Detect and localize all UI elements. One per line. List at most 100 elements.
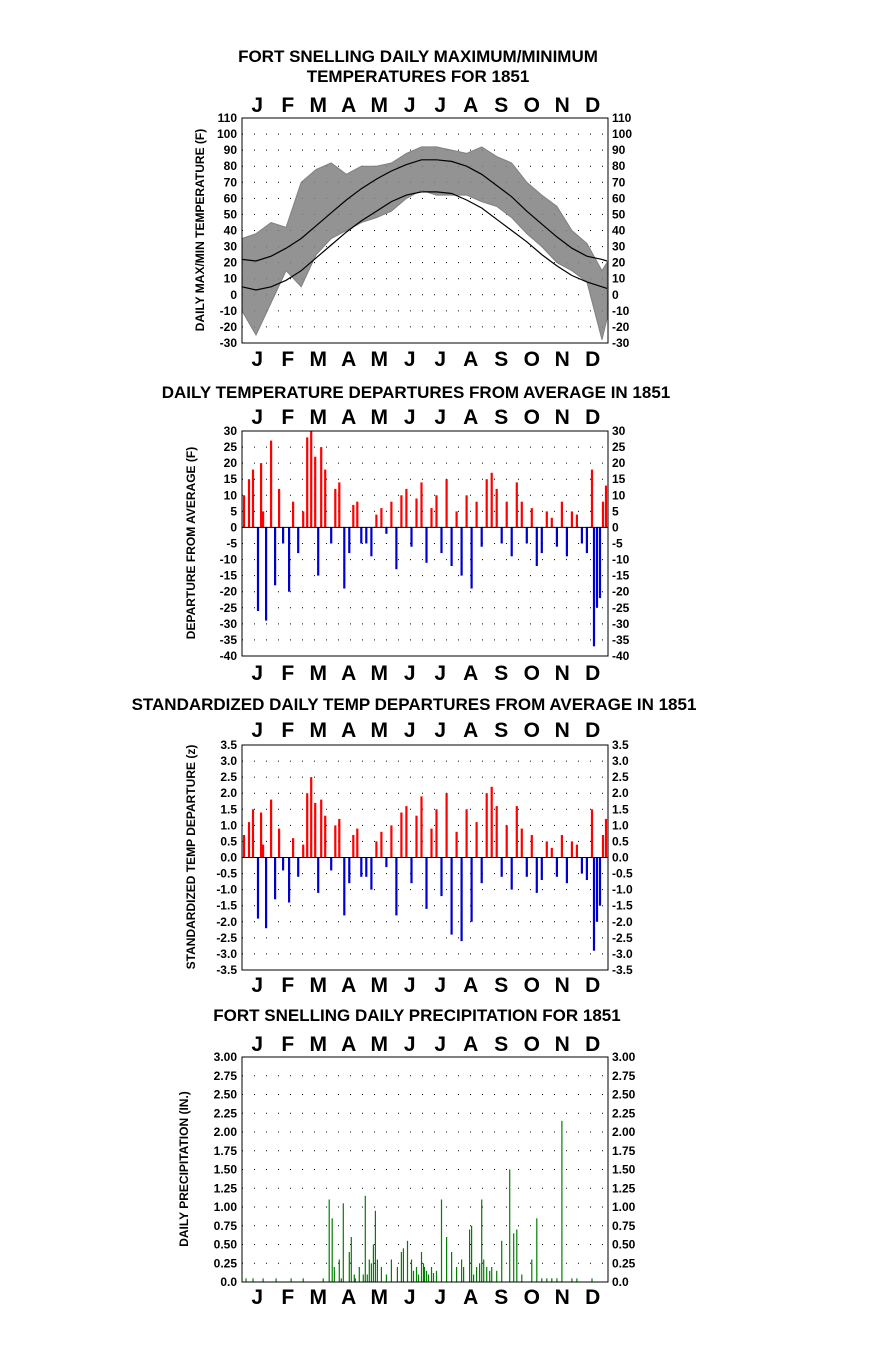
panel4-bar: [340, 1278, 342, 1283]
panel3-bar: [334, 825, 337, 858]
panel3-ytick-left: -3.0: [216, 947, 237, 961]
panel4-bar: [331, 1218, 333, 1283]
panel3-bar: [480, 857, 483, 884]
panel3-month-label-bottom: A: [341, 974, 356, 997]
panel2-month-label-bottom: J: [251, 662, 263, 685]
panel2-bar: [435, 495, 438, 528]
panel4-bar: [396, 1267, 398, 1282]
panel3-month-label-bottom: N: [555, 974, 570, 997]
panel4-ytick-right: 0.75: [612, 1219, 636, 1233]
panel3-month-label-bottom: F: [281, 974, 294, 997]
panel4-month-label-bottom: M: [371, 1286, 389, 1309]
panel4-bar: [491, 1267, 493, 1282]
panel2-ytick-left: -30: [220, 617, 238, 631]
panel2-bar: [560, 501, 563, 528]
panel3-month-label-top: F: [281, 719, 294, 742]
panel2-bar: [288, 527, 291, 592]
panel3-ytick-right: 2.0: [612, 786, 629, 800]
panel2-ytick-left: -35: [220, 633, 238, 647]
panel3-bar: [585, 857, 588, 880]
panel3-bar: [520, 828, 523, 858]
panel2-bar: [595, 527, 599, 608]
panel4-bar: [432, 1273, 435, 1282]
panel1-ytick-left: 50: [224, 207, 238, 221]
panel3-bar: [370, 857, 373, 890]
panel4-frame: [241, 1056, 609, 1283]
panel4-bar: [390, 1259, 392, 1282]
panel2-bar: [445, 479, 448, 528]
panel1-ytick-left: -30: [220, 336, 238, 350]
panel1-ytick-right: 40: [612, 224, 626, 238]
panel3-ytick-left: 0.5: [220, 834, 237, 848]
panel2-bar: [465, 495, 468, 528]
panel3-ytick-left: -0.5: [216, 867, 237, 881]
panel4-month-label-top: J: [434, 1033, 446, 1056]
panel2-bar: [306, 437, 309, 528]
panel4-bar: [245, 1278, 247, 1283]
panel3-bar: [540, 857, 543, 880]
panel3-bar: [500, 857, 503, 877]
panel2-bar: [292, 501, 295, 528]
panel1-month-label-bottom: M: [310, 348, 328, 371]
panel2-ytick-left: 30: [224, 424, 238, 438]
panel4-bar: [376, 1259, 378, 1282]
panel2-bar: [515, 482, 518, 528]
panel4-month-label-bottom: D: [585, 1286, 600, 1309]
panel-daily-precipitation: FORT SNELLING DAILY PRECIPITATION FOR 18…: [177, 1006, 636, 1309]
panel3-month-label-bottom: J: [251, 974, 263, 997]
panel2-ytick-left: 10: [224, 488, 238, 502]
panel2-bar: [302, 511, 305, 528]
panel2-bar: [575, 514, 578, 528]
panel4-month-label-bottom: J: [404, 1286, 416, 1309]
panel4-bar: [483, 1259, 485, 1282]
panel4-month-label-bottom: A: [341, 1286, 356, 1309]
panel4-month-label-bottom: J: [434, 1286, 446, 1309]
panel1-ytick-right: 70: [612, 175, 626, 189]
panel4-bar: [556, 1278, 558, 1283]
panel2-ytick-right: -25: [612, 601, 630, 615]
panel3-ytick-right: -1.5: [612, 899, 633, 913]
panel2-bar: [580, 527, 583, 544]
panel4-bar: [423, 1267, 426, 1282]
panel3-bar: [495, 806, 498, 858]
panel3-ytick-right: 3.5: [612, 738, 629, 752]
panel2-month-label-bottom: D: [585, 662, 600, 685]
panel4-bar: [322, 1278, 324, 1283]
panel4-plot-area: 3.00 3.00 2.75 2.75 2.50 2.50 2.25 2.25 2.00 2.00…: [214, 1033, 636, 1309]
panel4-bar: [275, 1278, 277, 1283]
panel3-ytick-left: -1.0: [216, 883, 237, 897]
panel4-bar: [513, 1233, 515, 1283]
panel2-bar: [274, 527, 277, 586]
panel3-bar: [410, 857, 413, 884]
panel2-month-label-top: D: [585, 406, 600, 429]
panel4-bar: [350, 1237, 352, 1282]
panel4-month-label-top: D: [585, 1033, 600, 1056]
panel2-bar: [380, 508, 383, 528]
panel2-bar: [555, 527, 558, 547]
panel2-bar: [545, 511, 548, 528]
panel2-plot-area: 30 30 25 25 20 20 15 15 10 10 5 5 0 0 -5 -5 -10 -10 -15 -15…: [220, 406, 630, 685]
panel1-ytick-left: 70: [224, 175, 238, 189]
panel2-bar: [324, 469, 327, 528]
panel2-bar: [550, 517, 553, 528]
panel3-month-label-top: O: [524, 719, 540, 742]
panel3-bar: [465, 809, 468, 858]
panel2-ytick-right: 5: [612, 504, 619, 518]
panel3-month-label-bottom: J: [434, 974, 446, 997]
panel2-ytick-right: 20: [612, 456, 626, 470]
panel1-month-label-bottom: J: [404, 348, 416, 371]
panel2-ytick-right: 25: [612, 440, 626, 454]
panel4-bar: [463, 1267, 465, 1282]
panel3-ytick-left: 2.5: [220, 770, 237, 784]
panel3-bar: [292, 838, 295, 858]
panel3-bar: [570, 841, 573, 858]
panel2-bar: [520, 501, 523, 528]
panel3-month-label-bottom: S: [494, 974, 508, 997]
panel4-bar: [290, 1278, 292, 1283]
panel4-bar: [509, 1169, 511, 1282]
panel4-bar: [591, 1278, 593, 1283]
panel4-ytick-left: 2.25: [214, 1106, 238, 1120]
panel3-bar: [525, 857, 528, 877]
panel3-bar: [450, 857, 453, 935]
panel1-month-label-top: F: [281, 94, 294, 117]
